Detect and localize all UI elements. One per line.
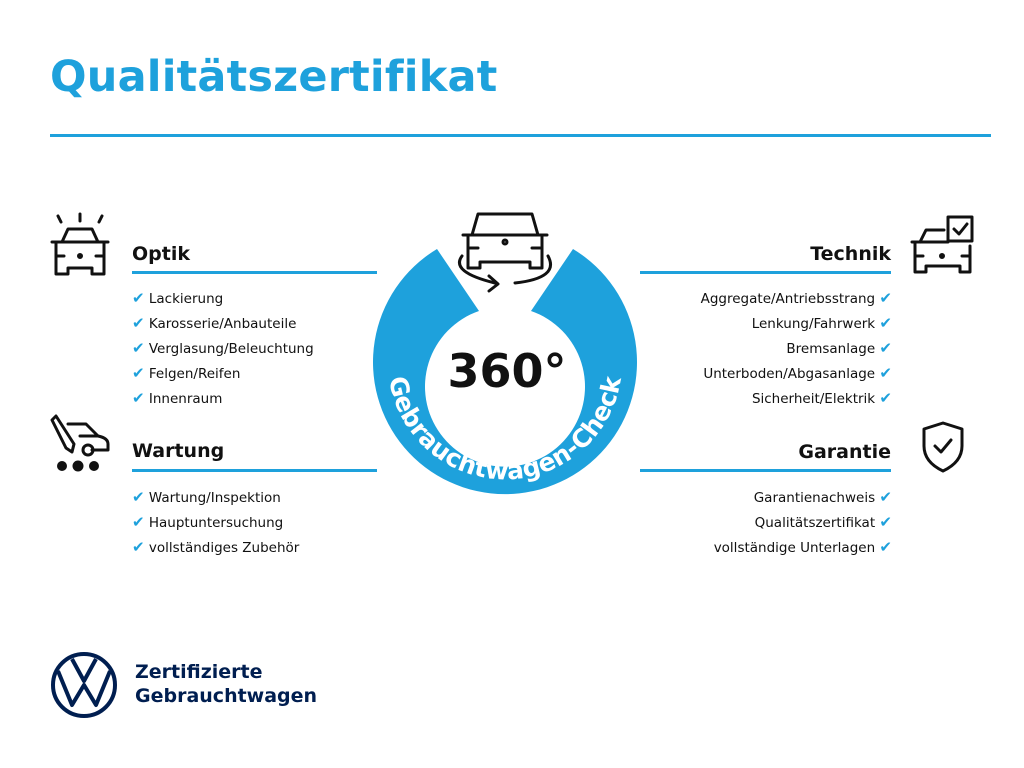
service-tools-icon [48,414,114,474]
list-item: Aggregate/Antriebsstrang ✔ [700,289,892,307]
section-divider-garantie [640,469,891,472]
footer-line1: Zertifizierte [135,661,263,683]
list-wartung: ✔ Wartung/Inspektion ✔ Hauptuntersuchung… [132,485,299,560]
check-icon: ✔ [879,314,892,332]
list-item: ✔ Hauptuntersuchung [132,513,284,531]
check-icon: ✔ [132,364,145,382]
badge-ring [373,249,638,495]
badge-center-text: 360° [447,344,566,398]
list-item: Unterboden/Abgasanlage ✔ [703,364,892,382]
check-icon: ✔ [132,339,145,357]
list-item: vollständige Unterlagen ✔ [713,538,892,556]
check-icon: ✔ [879,488,892,506]
list-optik: ✔ Lackierung ✔ Karosserie/Anbauteile ✔ V… [132,286,314,411]
check-icon: ✔ [132,289,145,307]
section-title-garantie: Garantie [798,441,891,463]
check-icon: ✔ [879,538,892,556]
check-icon: ✔ [879,364,892,382]
car-rotate-icon [458,212,552,293]
section-title-wartung: Wartung [132,440,225,462]
list-item: ✔ Innenraum [132,389,223,407]
list-item: ✔ Lackierung [132,289,224,307]
title-divider [50,134,991,137]
section-title-technik: Technik [810,243,891,265]
list-item: Qualitätszertifikat ✔ [754,513,892,531]
check-icon: ✔ [132,513,145,531]
section-title-optik: Optik [132,243,190,265]
list-item: Lenkung/Fahrwerk ✔ [751,314,892,332]
section-divider-technik [640,271,891,274]
section-divider-wartung [132,469,377,472]
footer-brand-text: Zertifizierte Gebrauchtwagen [135,660,317,708]
section-divider-optik [132,271,377,274]
check-icon: ✔ [132,538,145,556]
vw-logo [50,651,118,723]
check-icon: ✔ [132,314,145,332]
list-item: ✔ Wartung/Inspektion [132,488,281,506]
shield-check-icon [920,420,966,474]
car-shine-icon [48,212,112,278]
car-checklist-icon [910,214,976,278]
list-item: Garantienachweis ✔ [753,488,892,506]
list-technik: Aggregate/Antriebsstrang ✔ Lenkung/Fahrw… [640,286,892,411]
list-item: Bremsanlage ✔ [786,339,892,357]
list-item: Sicherheit/Elektrik ✔ [751,389,892,407]
list-garantie: Garantienachweis ✔ Qualitätszertifikat ✔… [640,485,892,560]
list-item: ✔ Verglasung/Beleuchtung [132,339,314,357]
check-icon: ✔ [879,513,892,531]
list-item: ✔ vollständiges Zubehör [132,538,300,556]
footer-line2: Gebrauchtwagen [135,685,318,707]
list-item: ✔ Felgen/Reifen [132,364,241,382]
check-icon: ✔ [132,389,145,407]
check-icon: ✔ [879,389,892,407]
check-icon: ✔ [132,488,145,506]
check-icon: ✔ [879,339,892,357]
check-icon: ✔ [879,289,892,307]
page-title: Qualitätszertifikat [50,52,498,102]
list-item: ✔ Karosserie/Anbauteile [132,314,297,332]
